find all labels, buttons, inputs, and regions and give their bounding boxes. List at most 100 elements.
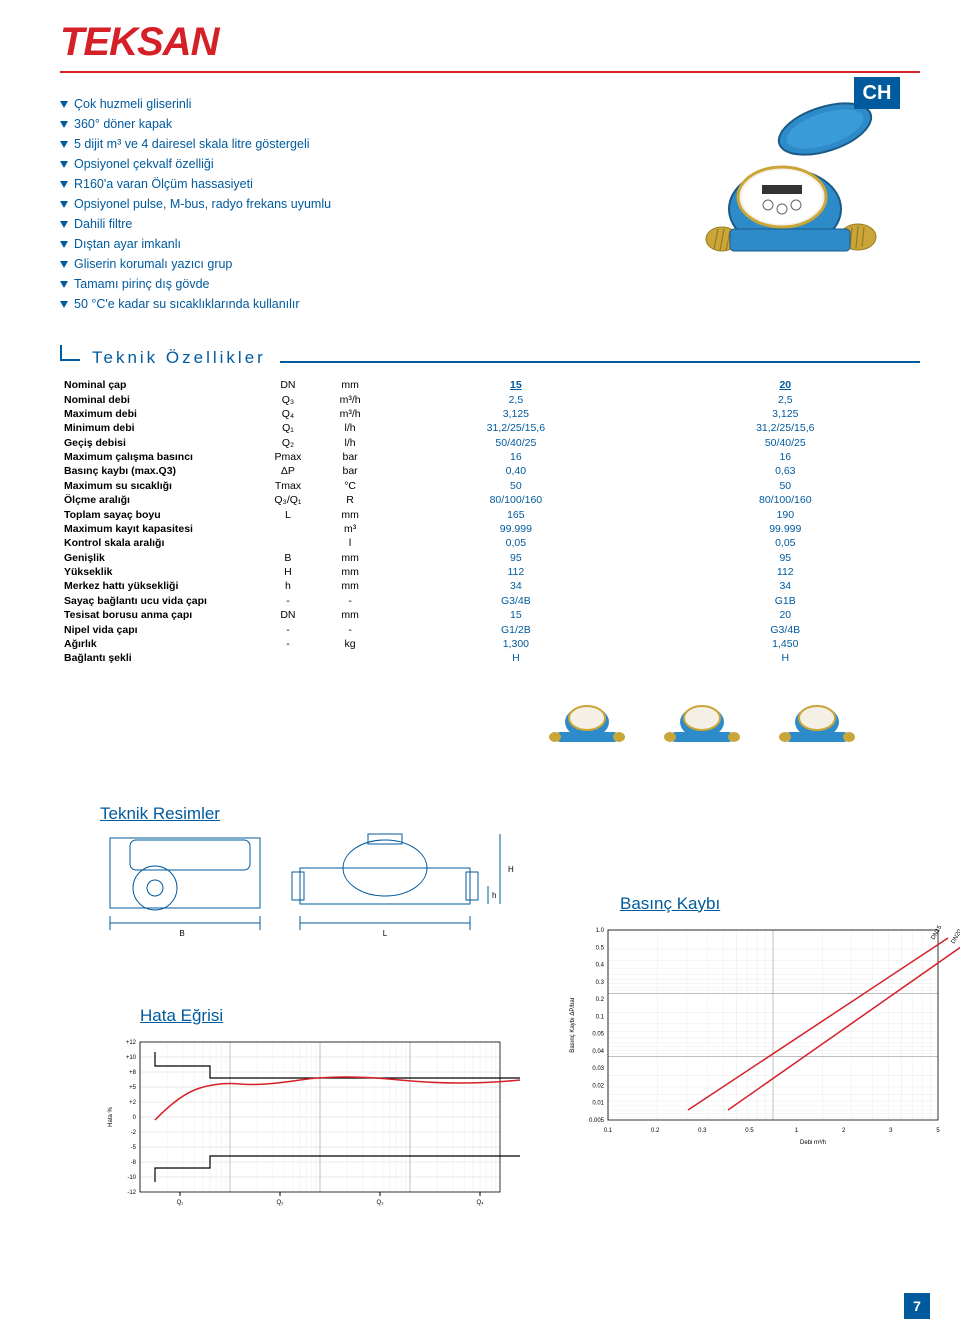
- bullet-arrow-icon: [60, 181, 68, 188]
- bullet-arrow-icon: [60, 281, 68, 288]
- feature-item: Tamamı pirinç dış gövde: [60, 277, 660, 291]
- feature-item: 5 dijit m³ ve 4 dairesel skala litre gös…: [60, 137, 660, 151]
- feature-item: Opsiyonel pulse, M-bus, radyo frekans uy…: [60, 197, 660, 211]
- svg-text:0.2: 0.2: [596, 997, 605, 1003]
- thumb-3: [775, 696, 860, 756]
- bullet-arrow-icon: [60, 141, 68, 148]
- svg-text:+12: +12: [126, 1040, 137, 1046]
- drawings-title: Teknik Resimler: [100, 804, 920, 824]
- svg-text:1.0: 1.0: [596, 928, 605, 934]
- specs-title: Teknik Özellikler: [92, 348, 266, 368]
- svg-text:+5: +5: [129, 1085, 137, 1091]
- svg-text:0.04: 0.04: [592, 1048, 604, 1054]
- feature-item: 360° döner kapak: [60, 117, 660, 131]
- svg-text:2: 2: [842, 1128, 846, 1134]
- table-row: YükseklikHmm112112: [60, 565, 920, 579]
- svg-text:Q₃: Q₃: [376, 1200, 384, 1206]
- svg-text:0.3: 0.3: [698, 1128, 707, 1134]
- product-badge: CH: [854, 77, 900, 109]
- bullet-arrow-icon: [60, 161, 68, 168]
- svg-text:Q₂: Q₂: [277, 1200, 285, 1206]
- feature-item: 50 °C'e kadar su sıcaklıklarında kullanı…: [60, 297, 660, 311]
- bullet-arrow-icon: [60, 221, 68, 228]
- table-row: Maximum debiQ₄m³/h3,1253,125: [60, 407, 920, 421]
- thumb-2: [660, 696, 745, 756]
- feature-text: Dahili filtre: [74, 217, 132, 231]
- svg-text:0.01: 0.01: [592, 1100, 604, 1106]
- svg-text:DN20: DN20: [951, 928, 960, 945]
- svg-text:0.1: 0.1: [604, 1128, 613, 1134]
- table-row: Maximum su sıcaklığıTmax°C5050: [60, 479, 920, 493]
- svg-text:-10: -10: [127, 1175, 136, 1181]
- technical-drawing: B H h L: [100, 828, 520, 981]
- svg-text:h: h: [492, 891, 496, 900]
- svg-text:0.2: 0.2: [651, 1128, 660, 1134]
- feature-text: Gliserin korumalı yazıcı grup: [74, 257, 232, 271]
- table-row: Maximum kayıt kapasitesim³99.99999.999: [60, 522, 920, 536]
- table-row: Tesisat borusu anma çapıDNmm1520: [60, 608, 920, 622]
- table-row: Ağırlık-kg1,3001,450: [60, 637, 920, 651]
- table-row: Kontrol skala aralığıl0,050,05: [60, 536, 920, 550]
- bullet-arrow-icon: [60, 201, 68, 208]
- table-row: Toplam sayaç boyuLmm165190: [60, 507, 920, 521]
- product-image: [680, 89, 900, 329]
- feature-item: Dıştan ayar imkanlı: [60, 237, 660, 251]
- svg-text:0.4: 0.4: [596, 962, 605, 968]
- svg-text:-8: -8: [131, 1160, 137, 1166]
- svg-text:Q₄: Q₄: [476, 1200, 484, 1206]
- header-rule: [60, 71, 920, 73]
- bullet-arrow-icon: [60, 261, 68, 268]
- svg-text:5: 5: [936, 1128, 940, 1134]
- svg-text:-2: -2: [131, 1130, 137, 1136]
- feature-text: R160'a varan Ölçüm hassasiyeti: [74, 177, 253, 191]
- feature-text: 360° döner kapak: [74, 117, 172, 131]
- table-row: Basınç kaybı (max.Q3)ΔPbar0,400,63: [60, 464, 920, 478]
- brand-logo: TEKSAN: [60, 20, 920, 65]
- feature-list: Çok huzmeli gliserinli 360° döner kapak 5 …: [60, 89, 660, 317]
- section-rule: [280, 361, 920, 363]
- table-row: Merkez hattı yüksekliğihmm3434: [60, 579, 920, 593]
- svg-text:+2: +2: [129, 1100, 137, 1106]
- table-row: Maximum çalışma basıncıPmaxbar1616: [60, 450, 920, 464]
- svg-text:1: 1: [795, 1128, 799, 1134]
- table-row: Ölçme aralığıQ₃/Q₁R80/100/16080/100/160: [60, 493, 920, 507]
- feature-item: Dahili filtre: [60, 217, 660, 231]
- thumb-1: [545, 696, 630, 756]
- feature-item: R160'a varan Ölçüm hassasiyeti: [60, 177, 660, 191]
- feature-text: Opsiyonel pulse, M-bus, radyo frekans uy…: [74, 197, 331, 211]
- feature-text: 50 °C'e kadar su sıcaklıklarında kullanı…: [74, 297, 300, 311]
- svg-text:B: B: [179, 929, 184, 938]
- svg-text:+8: +8: [129, 1070, 137, 1076]
- feature-item: Gliserin korumalı yazıcı grup: [60, 257, 660, 271]
- svg-text:0.1: 0.1: [596, 1014, 605, 1020]
- feature-text: Opsiyonel çekvalf özelliği: [74, 157, 214, 171]
- feature-text: Çok huzmeli gliserinli: [74, 97, 191, 111]
- svg-text:0.02: 0.02: [592, 1083, 604, 1089]
- svg-text:DN15: DN15: [931, 924, 944, 941]
- svg-text:+10: +10: [126, 1055, 137, 1061]
- page-number: 7: [904, 1293, 930, 1319]
- feature-text: 5 dijit m³ ve 4 dairesel skala litre gös…: [74, 137, 310, 151]
- bullet-arrow-icon: [60, 101, 68, 108]
- svg-text:Q₁: Q₁: [177, 1200, 184, 1206]
- table-row: Minimum debiQ₁l/h31,2/25/15,631,2/25/15,…: [60, 421, 920, 435]
- svg-text:0.03: 0.03: [592, 1066, 604, 1072]
- table-row: Nipel vida çapı--G1/2BG3/4B: [60, 622, 920, 636]
- table-row: Geçiş debisiQ₂l/h50/40/2550/40/25: [60, 436, 920, 450]
- svg-text:Basınç Kaybı ΔP/bar: Basınç Kaybı ΔP/bar: [570, 997, 576, 1052]
- feature-item: Çok huzmeli gliserinli: [60, 97, 660, 111]
- feature-text: Dıştan ayar imkanlı: [74, 237, 181, 251]
- svg-text:0.005: 0.005: [589, 1118, 605, 1124]
- svg-text:0.5: 0.5: [596, 945, 605, 951]
- svg-text:0.3: 0.3: [596, 979, 605, 985]
- svg-text:0.5: 0.5: [745, 1128, 754, 1134]
- product-thumbnails: [60, 696, 860, 756]
- svg-text:Hata %: Hata %: [108, 1106, 114, 1126]
- svg-text:H: H: [508, 865, 514, 874]
- spec-table: Nominal çapDNmm1520Nominal debiQ₃m³/h2,5…: [60, 378, 920, 666]
- svg-text:Debi m³/h: Debi m³/h: [800, 1140, 826, 1146]
- bullet-arrow-icon: [60, 241, 68, 248]
- bullet-arrow-icon: [60, 301, 68, 308]
- table-row: Bağlantı şekliHH: [60, 651, 920, 665]
- section-marker: [60, 345, 80, 361]
